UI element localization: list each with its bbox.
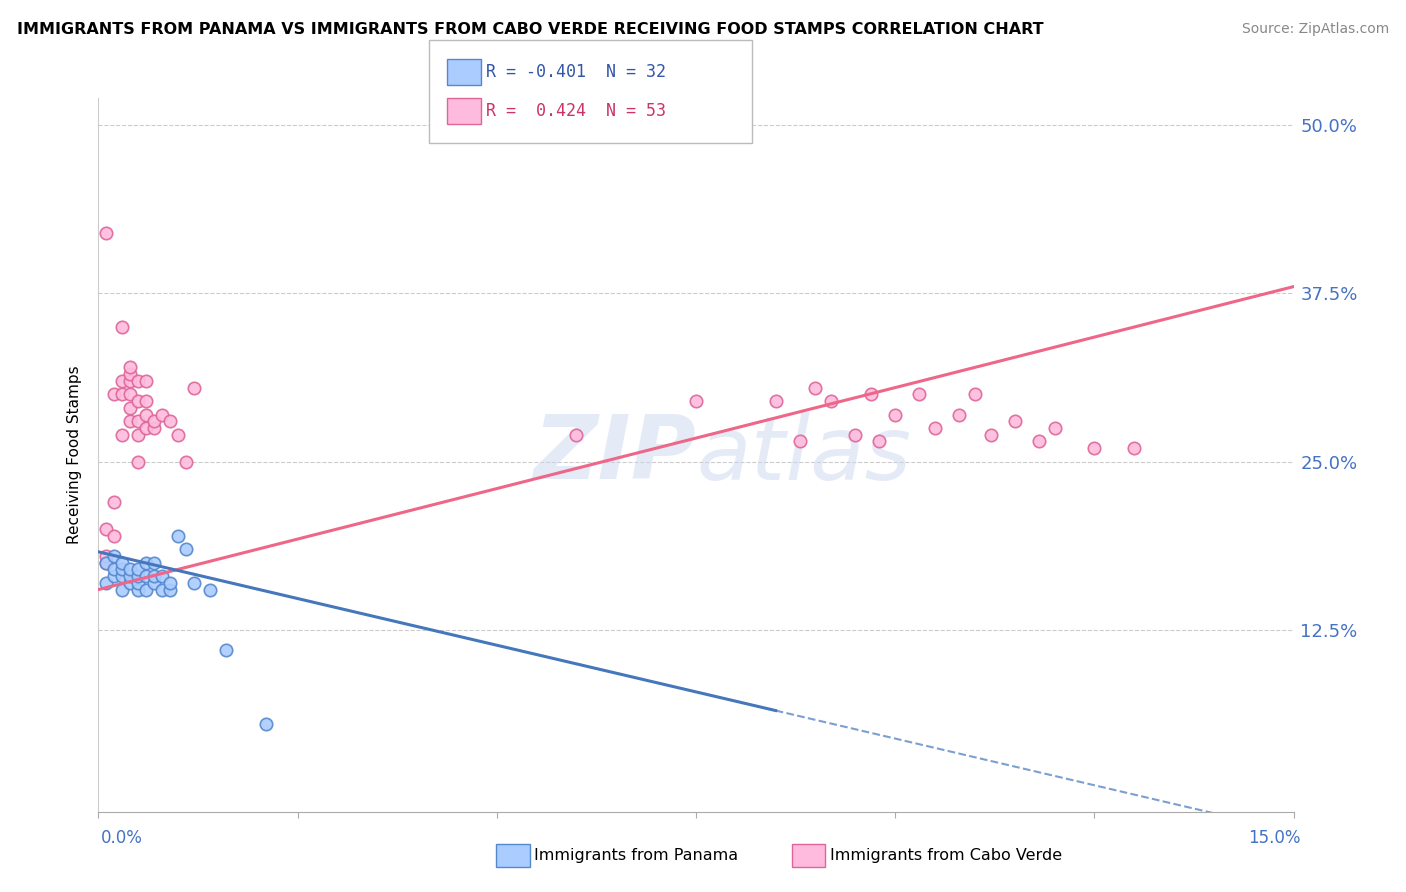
Point [924, 421, 946, 435]
Point [183, 381, 205, 395]
Text: Immigrants from Panama: Immigrants from Panama [534, 848, 738, 863]
Point [120, 374, 142, 388]
Point [111, 582, 134, 597]
Point [1028, 434, 1050, 449]
Point [135, 569, 157, 583]
Point [820, 394, 842, 409]
Point [565, 427, 588, 442]
Point [120, 401, 142, 415]
Point [127, 575, 149, 590]
Point [96, 549, 118, 563]
Point [135, 374, 157, 388]
Point [150, 582, 173, 597]
Point [120, 575, 142, 590]
Point [127, 427, 149, 442]
Point [96, 522, 118, 536]
Point [143, 414, 166, 428]
Point [120, 562, 142, 576]
Point [183, 575, 205, 590]
Point [963, 387, 986, 401]
Point [685, 394, 707, 409]
Point [167, 427, 190, 442]
Point [143, 569, 166, 583]
Point [948, 408, 970, 422]
Point [127, 414, 149, 428]
Point [111, 556, 134, 570]
Point [174, 542, 197, 557]
Point [96, 575, 118, 590]
Point [103, 529, 125, 543]
Point [860, 387, 883, 401]
Point [96, 556, 118, 570]
Point [215, 643, 238, 657]
Point [103, 562, 125, 576]
Point [135, 556, 157, 570]
Text: 15.0%: 15.0% [1249, 829, 1301, 847]
Point [868, 434, 890, 449]
Text: R =  0.424  N = 53: R = 0.424 N = 53 [486, 103, 666, 120]
Text: 0.0%: 0.0% [101, 829, 143, 847]
Point [127, 374, 149, 388]
Point [111, 320, 134, 334]
Point [120, 360, 142, 375]
Text: atlas: atlas [696, 412, 911, 498]
Point [103, 495, 125, 509]
Point [167, 529, 190, 543]
Point [789, 434, 811, 449]
Point [120, 387, 142, 401]
Point [120, 367, 142, 381]
Point [765, 394, 787, 409]
Point [135, 582, 157, 597]
Point [127, 394, 149, 409]
Point [174, 455, 197, 469]
Point [111, 562, 134, 576]
Text: IMMIGRANTS FROM PANAMA VS IMMIGRANTS FROM CABO VERDE RECEIVING FOOD STAMPS CORRE: IMMIGRANTS FROM PANAMA VS IMMIGRANTS FRO… [17, 22, 1043, 37]
Point [1043, 421, 1066, 435]
Text: Source: ZipAtlas.com: Source: ZipAtlas.com [1241, 22, 1389, 37]
Point [127, 562, 149, 576]
Text: ZIP: ZIP [533, 411, 696, 499]
Point [804, 381, 827, 395]
Point [127, 569, 149, 583]
Point [143, 575, 166, 590]
Point [150, 569, 173, 583]
Point [980, 427, 1002, 442]
Point [103, 387, 125, 401]
Point [908, 387, 931, 401]
Point [127, 582, 149, 597]
Point [96, 556, 118, 570]
Point [135, 421, 157, 435]
Point [143, 421, 166, 435]
Point [159, 575, 181, 590]
Point [120, 569, 142, 583]
Point [127, 455, 149, 469]
Point [135, 394, 157, 409]
Point [198, 582, 221, 597]
Point [103, 569, 125, 583]
Point [143, 556, 166, 570]
Point [1083, 441, 1105, 455]
Text: Immigrants from Cabo Verde: Immigrants from Cabo Verde [830, 848, 1062, 863]
Point [150, 408, 173, 422]
Point [111, 569, 134, 583]
Point [111, 427, 134, 442]
Point [120, 414, 142, 428]
Point [1123, 441, 1146, 455]
Point [96, 226, 118, 240]
Point [884, 408, 907, 422]
Y-axis label: Receiving Food Stamps: Receiving Food Stamps [67, 366, 83, 544]
Point [1004, 414, 1026, 428]
Point [135, 408, 157, 422]
Point [159, 414, 181, 428]
Point [103, 549, 125, 563]
Point [111, 387, 134, 401]
Point [254, 717, 277, 731]
Point [111, 374, 134, 388]
Point [159, 582, 181, 597]
Text: R = -0.401  N = 32: R = -0.401 N = 32 [486, 63, 666, 81]
Point [844, 427, 866, 442]
